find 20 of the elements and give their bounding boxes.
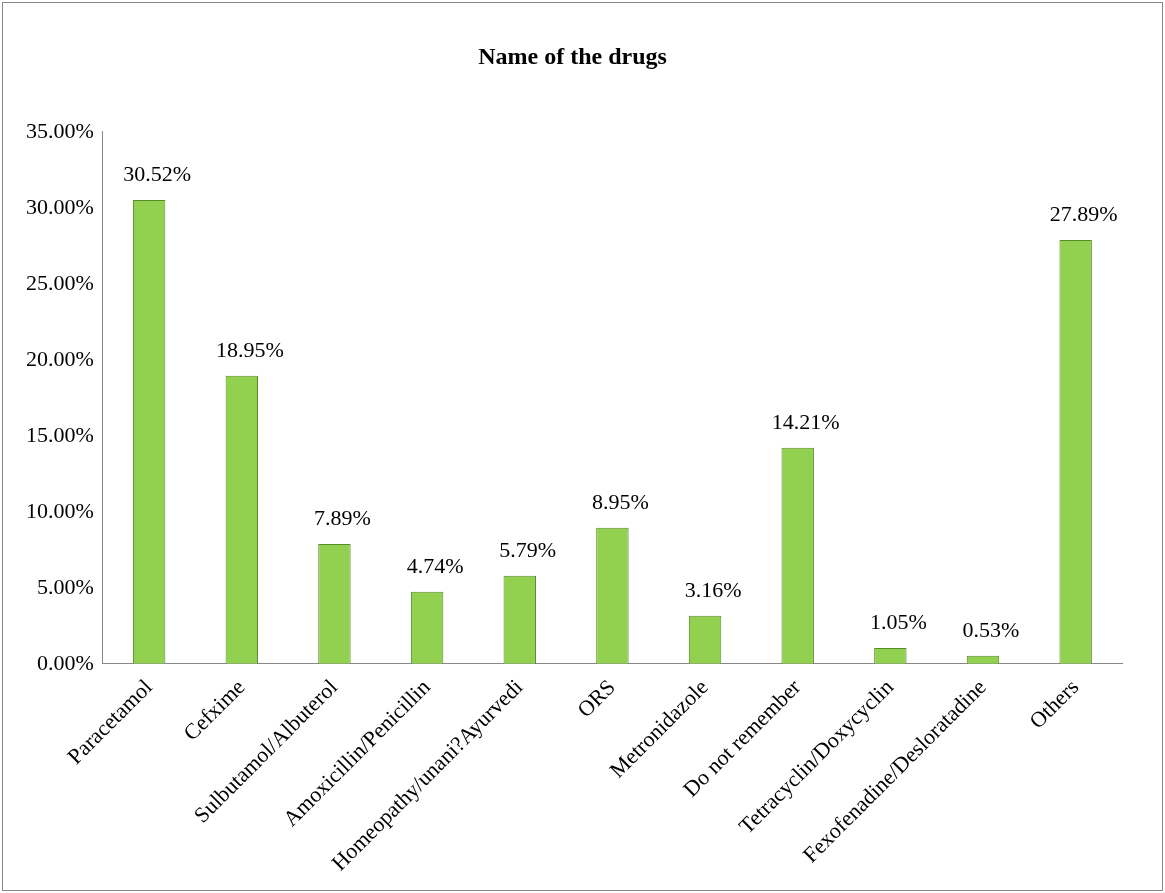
y-tick-label: 35.00%: [26, 117, 94, 143]
data-label: 27.89%: [1049, 200, 1118, 226]
data-label: 1.05%: [869, 608, 927, 634]
data-label: 4.74%: [406, 552, 464, 578]
data-label: 7.89%: [314, 504, 371, 530]
y-tick-label: 5.00%: [37, 573, 94, 599]
y-tick-label: 25.00%: [26, 269, 94, 295]
y-tick-label: 20.00%: [26, 345, 94, 371]
data-label: 18.95%: [215, 336, 284, 362]
data-label: 3.16%: [684, 576, 742, 602]
data-label: 0.53%: [962, 616, 1020, 642]
data-label: 30.52%: [123, 160, 192, 186]
data-label: 8.95%: [592, 488, 649, 514]
y-tick-label: 10.00%: [26, 497, 94, 523]
data-label: 14.21%: [771, 408, 840, 434]
data-label: 5.79%: [499, 536, 557, 562]
y-tick-label: 0.00%: [37, 649, 94, 675]
chart-title: Name of the drugs: [478, 42, 667, 69]
y-tick-label: 30.00%: [26, 193, 94, 219]
y-tick-label: 15.00%: [26, 421, 94, 447]
